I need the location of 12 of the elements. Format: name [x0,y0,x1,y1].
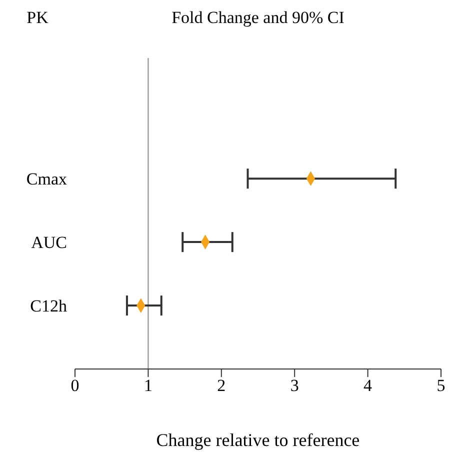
y-tick-label: Cmax [26,170,68,189]
x-tick-label: 0 [70,376,80,396]
x-axis-title: Change relative to reference [156,430,360,450]
chart-title: Fold Change and 90% CI [170,8,346,28]
x-tick-label: 4 [364,376,373,396]
x-tick-label: 3 [290,376,299,396]
x-tick-label: 5 [436,376,446,396]
x-tick-label: 1 [144,376,152,396]
text: PK [26,8,48,27]
y-tick-label: AUC [31,233,67,252]
y-tick-label: C12h [30,296,68,316]
x-tick-label: 2 [217,376,226,396]
